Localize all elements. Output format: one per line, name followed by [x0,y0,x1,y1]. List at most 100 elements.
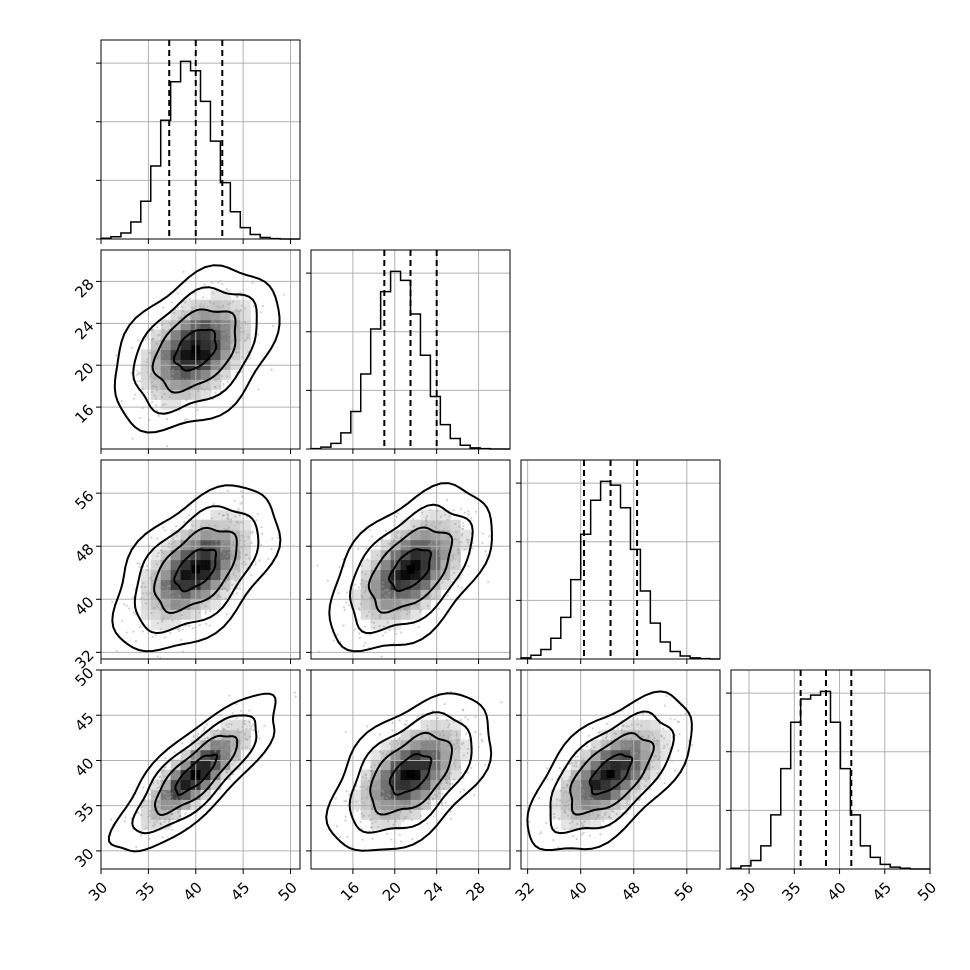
density-cell [150,389,162,400]
sample-point [437,607,440,610]
histogram-3 [730,690,930,870]
sample-point [385,832,389,835]
density-cell [420,519,431,531]
sample-point [653,737,656,740]
density-cell [440,779,451,790]
sample-point [161,551,164,554]
density-cell [220,559,231,571]
sample-point [151,337,155,341]
sample-point [551,778,554,781]
sample-point [231,583,234,586]
sample-point [385,588,388,591]
sample-point [365,547,368,550]
density-cell [240,529,251,541]
sample-point [150,329,153,332]
sample-point [574,755,577,758]
sample-point [206,380,209,384]
sample-point [568,775,572,779]
sample-point [152,606,155,610]
sample-point [411,536,415,539]
sample-point [171,828,174,831]
sample-point [223,527,226,530]
sample-point [367,610,371,613]
density-cell [570,789,582,800]
sample-point [528,820,531,823]
sample-point [161,809,164,812]
sample-point [397,600,401,603]
sample-point [443,550,446,553]
density-cell [210,599,221,610]
sample-point [201,602,204,605]
contour-line [348,503,474,635]
sample-point [407,529,410,532]
sample-point [261,532,264,536]
sample-point [225,613,228,616]
density-cell [580,759,592,771]
density-cell [380,769,392,781]
sample-point [386,793,390,796]
density-cell [170,539,182,551]
sample-point [371,821,374,825]
sample-point [199,525,202,528]
sample-point [157,810,160,813]
sample-point [244,563,247,566]
sample-point [155,820,158,823]
density-cell [160,539,172,551]
sample-point [167,604,171,607]
density-cell [400,579,412,590]
density-cell [140,799,152,810]
sample-point [463,548,466,551]
sample-point [215,539,218,542]
density-cell [450,759,461,771]
sample-point [456,538,459,541]
sample-point [385,753,388,756]
sample-point [358,636,361,640]
sample-point [581,806,584,809]
sample-point [222,514,225,517]
sample-point [259,311,263,314]
sample-point [247,536,250,539]
sample-point [231,529,234,532]
sample-point [158,582,161,586]
density-cell [400,589,412,600]
sample-point [449,541,452,545]
sample-point [179,316,183,319]
sample-point [239,539,242,542]
sample-point [377,825,380,829]
density-cell [590,749,602,761]
sample-point [387,592,391,595]
sample-point [221,744,224,747]
sample-point [137,339,140,342]
sample-point [163,564,166,567]
sample-point [406,600,409,603]
density-cell [180,309,192,321]
density-cell [430,729,441,741]
sample-point [163,793,167,796]
x-tick-label: 28 [463,879,489,905]
sample-point [226,566,229,569]
sample-point [170,600,174,603]
density-cell [150,809,162,820]
sample-point [385,797,388,800]
sample-point [227,726,230,729]
density-cell [200,559,212,571]
sample-point [237,351,240,354]
sample-point [160,593,163,596]
sample-point [581,792,584,796]
sample-point [130,346,133,349]
sample-point [637,730,641,734]
sample-point [233,760,236,764]
sample-point [367,785,370,788]
sample-point [461,527,464,531]
contour-line [325,692,493,852]
sample-point [222,534,225,537]
sample-point [386,820,390,823]
density-cell [370,589,382,600]
sample-point [172,537,175,540]
sample-point [383,800,386,803]
sample-point [218,306,221,309]
sample-point [219,753,222,756]
density-cell [580,809,592,820]
sample-point [238,555,242,559]
sample-point [466,747,470,751]
